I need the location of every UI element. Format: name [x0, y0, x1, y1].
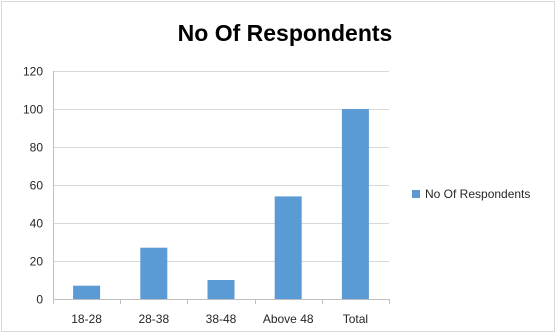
x-tick-label-above-48: Above 48 [263, 312, 314, 326]
y-tick-label-40: 40 [30, 217, 44, 231]
gridlines [53, 71, 389, 262]
bar-38-48 [207, 280, 235, 299]
bar-total [341, 109, 369, 299]
y-tick-label-120: 120 [23, 65, 43, 79]
bar-28-38 [140, 247, 168, 299]
y-tick-label-60: 60 [30, 179, 44, 193]
bar-above-48 [274, 196, 302, 299]
legend-label: No Of Respondents [425, 187, 531, 201]
y-tick-label-20: 20 [30, 255, 44, 269]
y-tick-label-100: 100 [23, 103, 43, 117]
x-tick-label-total: Total [343, 312, 368, 326]
x-tick-labels: 18-28 28-38 38-48 Above 48 Total [71, 312, 368, 326]
x-tick-label-28-38: 28-38 [138, 312, 169, 326]
x-tick-label-18-28: 18-28 [71, 312, 102, 326]
bars [73, 109, 369, 299]
y-tick-labels: 0 20 40 60 80 100 120 [23, 65, 43, 307]
y-tick-label-0: 0 [36, 293, 43, 307]
legend-swatch [412, 190, 420, 198]
x-tick-label-38-48: 38-48 [206, 312, 237, 326]
chart-title: No Of Respondents [177, 20, 393, 46]
bar-18-28 [73, 285, 101, 299]
axes [53, 71, 390, 304]
legend: No Of Respondents [412, 187, 530, 201]
y-tick-label-80: 80 [30, 141, 44, 155]
